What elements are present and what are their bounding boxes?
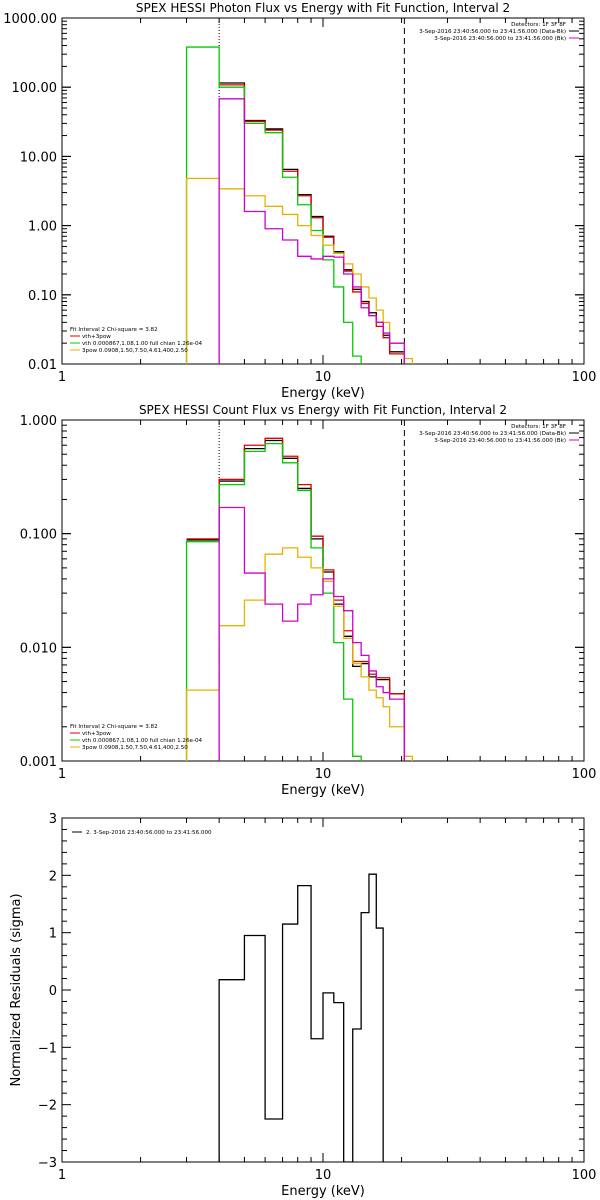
y-tick-label: 1 — [49, 927, 57, 942]
y-tick-label: 0 — [49, 984, 57, 999]
legend-entry: Detectors: 1F 3F 8F — [511, 424, 566, 430]
series-4-step-line — [218, 98, 406, 364]
series-4-step-line — [218, 506, 406, 761]
legend-entry: 2. 3-Sep-2016 23:40:56.000 to 23:41:56.0… — [86, 830, 212, 836]
legend-entry: Fit Interval 2 Chi-square = 3.82 — [70, 327, 158, 333]
legend-entry: vth 0.000867,1.08,1.00 full chian 1.26e-… — [82, 738, 203, 744]
y-tick-label: 1.000 — [20, 414, 57, 429]
legend-entry: 3-Sep-2016 23:40:56.000 to 23:41:56.000 … — [434, 438, 566, 444]
y-tick-label: 100.00 — [12, 81, 58, 96]
y-tick-label: 0.100 — [20, 528, 57, 543]
legend-entry: 3-Sep-2016 23:40:56.000 to 23:41:56.000 … — [419, 29, 566, 35]
x-tick-label: 1 — [58, 370, 66, 385]
legend-entry: 3-Sep-2016 23:40:56.000 to 23:41:56.000 … — [434, 36, 566, 42]
series-0-step-line — [218, 873, 384, 1162]
series-3-step-line — [185, 547, 414, 761]
x-axis-label: Energy (keV) — [281, 386, 365, 401]
plot-frame — [61, 17, 585, 365]
series-2-step-line — [185, 46, 362, 364]
y-tick-label: 0.10 — [28, 289, 57, 304]
x-tick-label: 10 — [315, 1168, 332, 1183]
x-axis-label: Energy (keV) — [281, 1184, 365, 1199]
x-tick-label: 100 — [572, 1168, 597, 1183]
legend-entry: vth+3pow — [82, 334, 111, 340]
y-tick-label: 0.01 — [28, 358, 57, 373]
plot-frame — [61, 817, 585, 1163]
residuals-panel: 1 10 100 −3 −2 −1 0 1 2 3 Energy (keV) Normalized R… — [9, 812, 596, 1199]
x-tick-label: 100 — [572, 767, 597, 782]
y-tick-label: 1.00 — [28, 220, 57, 235]
y-tick-label: 0.001 — [20, 755, 57, 770]
legend-entry: 3pow 0.0908,1.50,7.50,4.61,400,2.50 — [82, 745, 188, 751]
legend-entry: vth 0.000867,1.08,1.00 full chian 1.26e-… — [82, 341, 203, 347]
x-tick-label: 10 — [315, 370, 332, 385]
series-1-step-line — [219, 84, 406, 364]
legend-entry: 3pow 0.0908,1.50,7.50,4.61,400,2.50 — [82, 348, 188, 354]
chart-title: SPEX HESSI Count Flux vs Energy with Fit… — [139, 403, 507, 417]
y-tick-label: 10.00 — [20, 150, 57, 165]
series-2-step-line — [185, 442, 362, 761]
count-flux-panel: SPEX HESSI Count Flux vs Energy with Fit… — [20, 403, 597, 798]
y-tick-label: −3 — [38, 1156, 57, 1171]
photon-flux-panel: SPEX HESSI Photon Flux vs Energy with Fi… — [3, 1, 596, 401]
x-axis-label: Energy (keV) — [281, 783, 365, 798]
y-tick-label: −2 — [38, 1099, 57, 1114]
series-3-step-line — [185, 177, 414, 364]
x-tick-label: 1 — [58, 1168, 66, 1183]
y-tick-label: 1000.00 — [3, 12, 57, 27]
legend-entry: Detectors: 1F 3F 8F — [511, 22, 566, 28]
y-tick-label: 3 — [49, 812, 57, 827]
y-tick-label: −1 — [38, 1041, 57, 1056]
y-tick-label: 0.010 — [20, 641, 57, 656]
x-tick-label: 10 — [315, 767, 332, 782]
legend-entry: Fit Interval 2 Chi-square = 3.82 — [70, 724, 158, 730]
x-tick-label: 100 — [572, 370, 597, 385]
chart-title: SPEX HESSI Photon Flux vs Energy with Fi… — [136, 1, 510, 15]
legend-entry: vth+3pow — [82, 731, 111, 737]
y-axis-label: Normalized Residuals (sigma) — [9, 893, 24, 1086]
legend-entry: 3-Sep-2016 23:40:56.000 to 23:41:56.000 … — [419, 431, 566, 437]
y-tick-label: 2 — [49, 869, 57, 884]
x-tick-label: 1 — [58, 767, 66, 782]
